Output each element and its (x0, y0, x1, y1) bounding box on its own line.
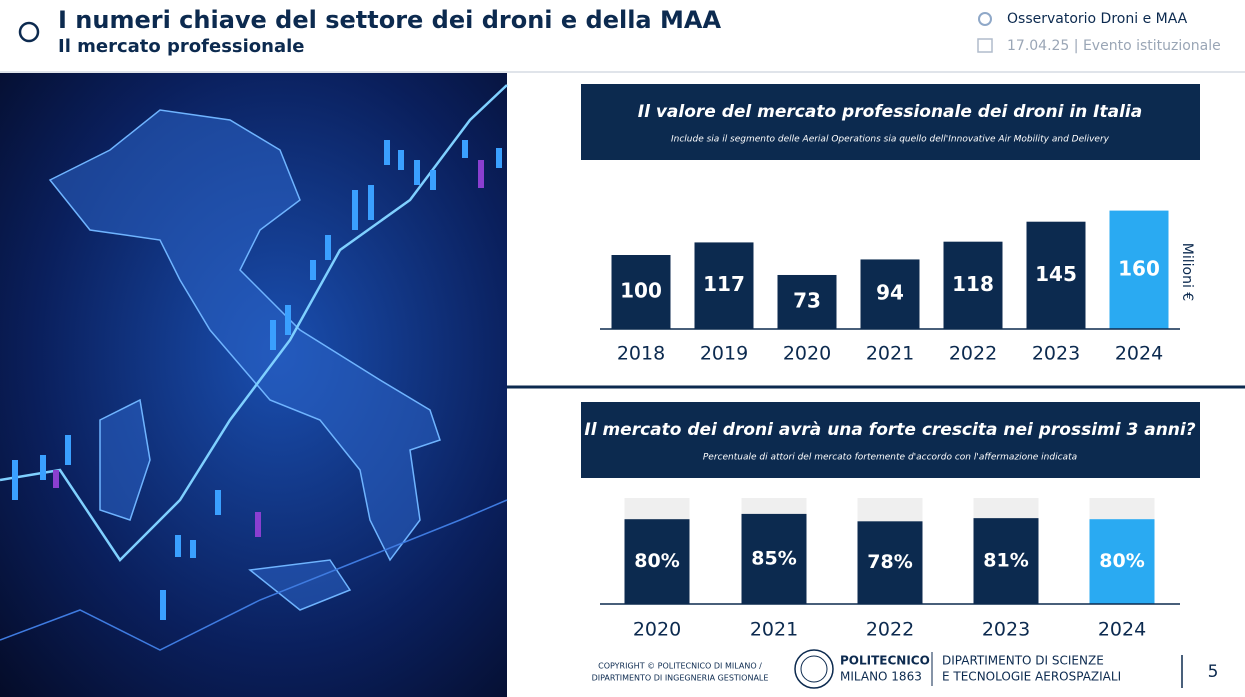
sicily-shape (248, 559, 352, 611)
footer: COPYRIGHT © POLITECNICO DI MILANO / DIPA… (592, 649, 1219, 689)
trend-line (0, 84, 508, 562)
bar (1089, 519, 1155, 604)
calendar-icon (977, 38, 993, 53)
program: Osservatorio Droni e MAA (1007, 11, 1188, 27)
x-tick-label: 2020 (633, 619, 681, 641)
bar (1109, 210, 1169, 329)
chart-title-box (581, 402, 1200, 478)
copyright: DIPARTIMENTO DI INGEGNERIA GESTIONALE (592, 674, 769, 683)
chart-title: Il mercato dei droni avrà una forte cres… (584, 420, 1195, 440)
value-label: 117 (703, 272, 745, 296)
x-tick-label: 2019 (700, 343, 748, 365)
x-tick-label: 2021 (750, 619, 798, 641)
bar (857, 521, 923, 604)
bar (973, 518, 1039, 604)
map-image (0, 73, 508, 697)
logo-name: POLITECNICO (840, 654, 930, 668)
x-tick-label: 2022 (866, 619, 914, 641)
value-label: 80% (634, 550, 679, 572)
page-number: 5 (1208, 662, 1219, 682)
header-subtitle: Il mercato professionale (58, 36, 305, 57)
y-axis-label: Milioni € (1179, 243, 1195, 301)
chart-title-box (581, 84, 1200, 160)
candles-purple (53, 160, 484, 537)
x-tick-label: 2020 (783, 343, 831, 365)
x-tick-label: 2024 (1098, 619, 1146, 641)
candles (12, 140, 502, 620)
department: DIPARTIMENTO DI SCIENZE (942, 654, 1104, 668)
bar (1026, 221, 1086, 329)
copyright: COPYRIGHT © POLITECNICO DI MILANO / (598, 662, 762, 671)
chart-title: Il valore del mercato professionale dei … (638, 102, 1142, 122)
x-tick-label: 2023 (1032, 343, 1080, 365)
event: 17.04.25 | Evento istituzionale (1007, 38, 1221, 54)
bar (943, 241, 1003, 329)
value-label: 100 (620, 279, 662, 303)
seal-inner (800, 655, 828, 683)
value-label: 85% (751, 547, 796, 569)
seal (794, 649, 834, 689)
department: E TECNOLOGIE AEROSPAZIALI (942, 670, 1121, 684)
value-label: 118 (952, 272, 994, 296)
value-label: 160 (1118, 256, 1160, 280)
value-label: 78% (867, 551, 912, 573)
value-label: 145 (1035, 262, 1077, 286)
bar (611, 255, 671, 329)
value-label: 73 (793, 288, 821, 312)
italy-shape (48, 109, 441, 562)
value-label: 80% (1099, 550, 1144, 572)
bar (624, 519, 690, 604)
sardinia-shape (99, 398, 151, 521)
x-tick-label: 2021 (866, 343, 914, 365)
header-title: I numeri chiave del settore dei droni e … (58, 6, 721, 34)
bar (694, 242, 754, 329)
bar (777, 274, 837, 329)
trend-line-2 (0, 499, 508, 651)
x-tick-label: 2022 (949, 343, 997, 365)
logo-icon (18, 21, 40, 43)
header: I numeri chiave del settore dei droni e … (0, 6, 1245, 73)
chart-subtitle: Include sia il segmento delle Aerial Ope… (671, 135, 1110, 145)
bar (741, 513, 807, 604)
value-label: 81% (983, 550, 1028, 572)
logo-city: MILANO 1863 (840, 670, 922, 684)
program-icon (978, 12, 992, 26)
bar (860, 259, 920, 329)
x-tick-label: 2024 (1115, 343, 1163, 365)
chart-subtitle: Percentuale di attori del mercato fortem… (703, 453, 1077, 463)
x-tick-label: 2023 (982, 619, 1030, 641)
x-tick-label: 2018 (617, 343, 665, 365)
value-label: 94 (876, 281, 904, 305)
